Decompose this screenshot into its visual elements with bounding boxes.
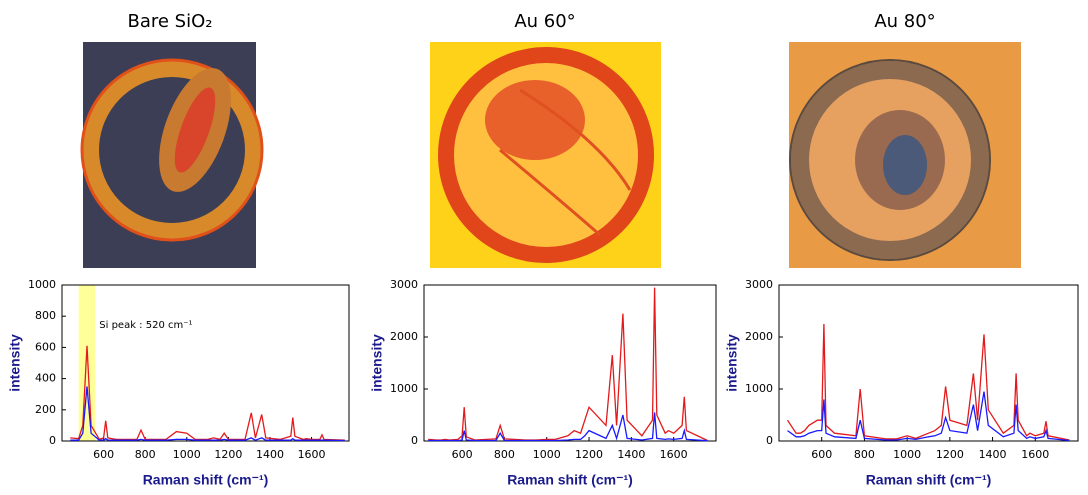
- y-axis-label: intensity: [369, 334, 385, 392]
- x-axis-label: Raman shift (cm⁻¹): [143, 472, 269, 488]
- plot-frame: [61, 284, 350, 442]
- y-tick-label: 1000: [28, 278, 56, 291]
- spectrum-line: [428, 412, 708, 442]
- y-tick-label: 0: [766, 434, 773, 447]
- x-tick-label: 800: [135, 448, 156, 461]
- chart-title: Bare SiO₂: [128, 11, 213, 32]
- y-tick-label: 3000: [745, 278, 773, 291]
- y-tick-label: 400: [35, 372, 56, 385]
- x-tick-label: 1400: [256, 448, 284, 461]
- spectrum-line: [787, 391, 1070, 442]
- micrograph: [789, 42, 1021, 268]
- x-tick-label: 1600: [660, 448, 688, 461]
- x-tick-label: 800: [854, 448, 875, 461]
- chart-title: Au 60°: [514, 11, 575, 32]
- spectrum-line: [70, 386, 345, 442]
- y-tick-label: 2000: [745, 330, 773, 343]
- highlight-band: [78, 285, 96, 441]
- x-tick-label: 1200: [214, 448, 242, 461]
- y-tick-label: 3000: [390, 278, 418, 291]
- y-tick-label: 0: [49, 434, 56, 447]
- x-tick-label: 1600: [298, 448, 326, 461]
- x-tick-label: 1000: [533, 448, 561, 461]
- plot-frame: [423, 284, 717, 442]
- y-tick-label: 1000: [745, 382, 773, 395]
- x-tick-label: 1200: [575, 448, 603, 461]
- x-tick-label: 600: [452, 448, 473, 461]
- y-tick-label: 600: [35, 340, 56, 353]
- spectrum-line: [70, 345, 345, 441]
- x-tick-label: 1400: [979, 448, 1007, 461]
- y-tick-label: 200: [35, 403, 56, 416]
- spectrum-line: [786, 323, 1070, 441]
- spectrum-line: [428, 287, 708, 442]
- annotation: Si peak : 520 cm⁻¹: [99, 320, 192, 331]
- x-axis-label: Raman shift (cm⁻¹): [507, 472, 633, 488]
- x-tick-label: 1400: [617, 448, 645, 461]
- x-tick-label: 600: [811, 448, 832, 461]
- y-axis-label: intensity: [7, 334, 23, 392]
- y-tick-label: 2000: [390, 330, 418, 343]
- x-tick-label: 1200: [936, 448, 964, 461]
- micrograph: [430, 42, 661, 268]
- x-tick-label: 1000: [893, 448, 921, 461]
- x-tick-label: 1600: [1021, 448, 1049, 461]
- y-axis-label: intensity: [724, 334, 740, 392]
- plot-frame: [778, 284, 1079, 442]
- x-tick-label: 1000: [173, 448, 201, 461]
- chart-title: Au 80°: [874, 11, 935, 32]
- y-tick-label: 800: [35, 309, 56, 322]
- y-tick-label: 0: [411, 434, 418, 447]
- y-tick-label: 1000: [390, 382, 418, 395]
- x-axis-label: Raman shift (cm⁻¹): [866, 472, 992, 488]
- x-tick-label: 800: [494, 448, 515, 461]
- micrograph: [80, 42, 264, 268]
- x-tick-label: 600: [93, 448, 114, 461]
